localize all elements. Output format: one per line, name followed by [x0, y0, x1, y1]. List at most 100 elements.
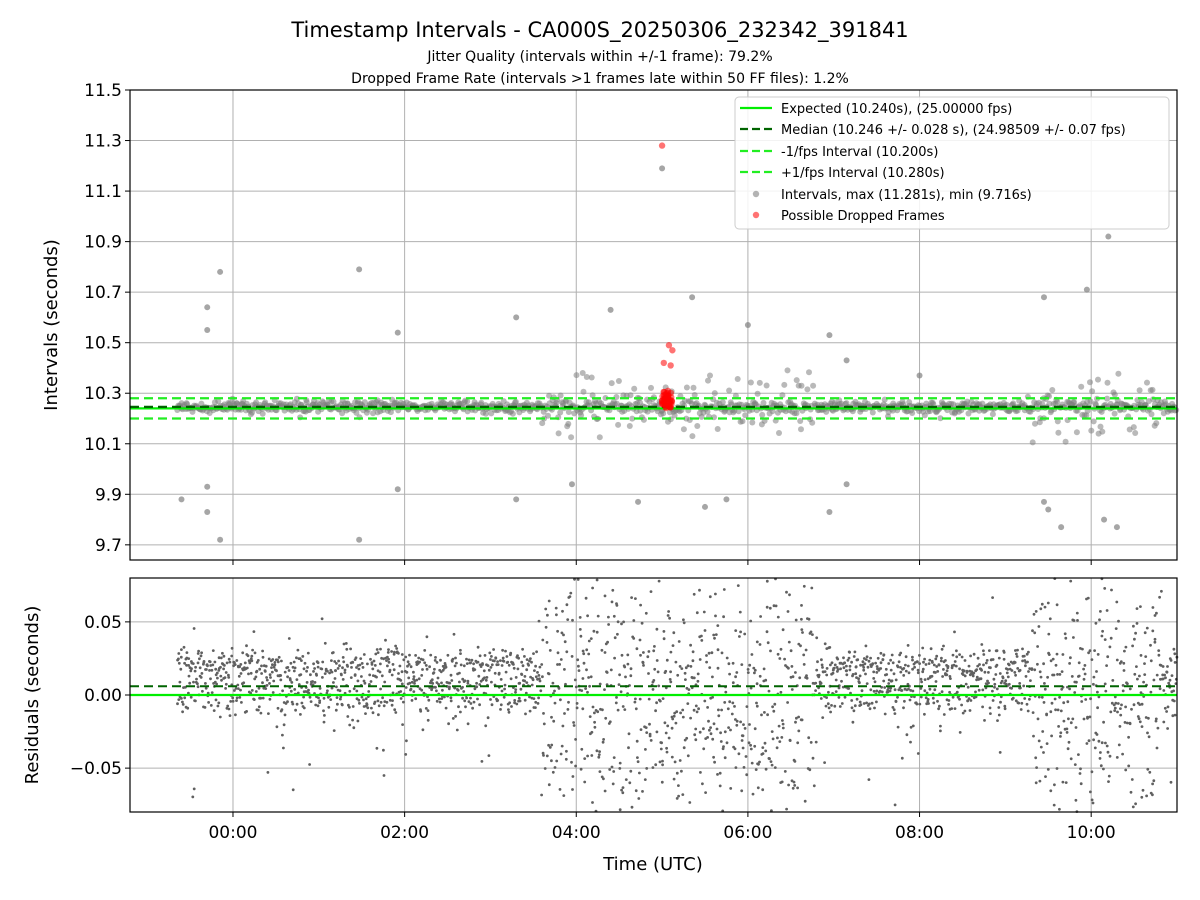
residual-point: [375, 746, 379, 750]
residual-point: [603, 688, 606, 691]
residual-point: [574, 738, 577, 741]
residual-point: [397, 672, 400, 675]
residual-point: [1163, 673, 1166, 677]
residual-point: [1027, 650, 1030, 654]
residual-point: [350, 666, 353, 669]
residual-point: [272, 679, 276, 683]
residual-point: [241, 651, 245, 655]
residual-point: [542, 754, 545, 757]
residual-point: [334, 669, 337, 672]
residual-point: [277, 655, 281, 659]
residual-point: [343, 671, 347, 674]
residual-point: [847, 656, 851, 660]
residual-point: [359, 657, 363, 660]
residual-point: [366, 706, 370, 710]
interval-point: [1088, 427, 1095, 434]
residual-point: [1142, 680, 1145, 684]
residual-point: [970, 670, 974, 674]
residual-point: [280, 708, 284, 712]
interval-point: [1029, 439, 1036, 446]
residual-point: [923, 689, 927, 693]
residual-point: [585, 648, 589, 652]
residual-point: [887, 682, 891, 685]
residual-point: [1023, 697, 1027, 700]
residual-point: [712, 633, 716, 637]
residual-point: [966, 685, 970, 689]
residual-point: [872, 689, 876, 693]
residual-point: [1130, 778, 1134, 781]
residual-point: [597, 753, 601, 756]
residual-point: [733, 747, 737, 751]
interval-point: [683, 384, 690, 391]
residual-point: [1143, 631, 1147, 635]
residual-point: [1036, 645, 1039, 648]
residual-point: [1034, 610, 1038, 613]
residual-point: [514, 688, 518, 691]
residual-point: [1097, 695, 1101, 699]
residual-point: [326, 689, 329, 693]
residual-point: [521, 664, 525, 668]
residual-point: [440, 681, 443, 685]
interval-outlier-point: [1101, 516, 1108, 523]
residual-point: [444, 706, 448, 710]
residual-point: [249, 671, 253, 675]
residual-point: [858, 681, 861, 685]
residual-point: [194, 665, 198, 669]
residual-point: [843, 695, 847, 699]
residual-point: [942, 713, 946, 716]
residual-point: [1094, 621, 1098, 625]
residual-point: [719, 740, 723, 743]
residual-point: [229, 700, 233, 703]
residual-point: [1143, 662, 1146, 665]
interval-point: [965, 410, 972, 417]
residual-point: [955, 655, 959, 659]
residual-point: [309, 673, 312, 677]
residual-point: [335, 696, 339, 699]
residual-point: [250, 689, 254, 692]
residual-point: [916, 671, 920, 675]
residual-point: [893, 712, 897, 715]
residual-point: [1121, 689, 1125, 693]
residual-point: [1128, 687, 1132, 691]
residual-point: [958, 697, 961, 701]
residual-point: [919, 695, 923, 699]
interval-point: [1111, 391, 1118, 398]
residual-point: [565, 650, 569, 654]
residual-point: [756, 786, 760, 790]
residual-point: [1062, 719, 1066, 723]
residual-point: [636, 760, 640, 764]
residual-point: [1124, 768, 1128, 772]
residual-point: [219, 656, 223, 660]
residual-point: [780, 736, 784, 739]
interval-point: [509, 410, 516, 417]
residual-point: [939, 724, 942, 728]
residual-point: [809, 741, 813, 744]
residual-point: [179, 655, 183, 659]
residual-point: [643, 778, 647, 781]
residual-point: [919, 677, 923, 681]
residual-point: [1055, 652, 1059, 656]
residual-point: [1123, 721, 1127, 724]
residual-point: [1070, 675, 1074, 678]
residual-point: [180, 697, 183, 700]
residual-point: [316, 661, 320, 665]
residual-point: [176, 702, 179, 706]
residual-point: [1164, 676, 1167, 680]
residual-point: [337, 659, 340, 663]
residual-point: [305, 669, 308, 673]
residual-point: [451, 657, 455, 661]
residual-point: [439, 658, 442, 662]
residual-point: [332, 681, 335, 684]
interval-point: [215, 398, 222, 405]
residual-point: [1025, 702, 1029, 706]
residual-point: [734, 766, 738, 769]
residual-point: [559, 698, 562, 702]
residual-point: [731, 701, 735, 705]
residual-point: [646, 655, 650, 659]
residual-point: [709, 732, 713, 736]
residual-point: [517, 656, 520, 660]
residual-point: [551, 770, 555, 774]
residual-point: [524, 691, 528, 695]
residual-point: [755, 704, 759, 708]
residual-point: [904, 663, 907, 667]
